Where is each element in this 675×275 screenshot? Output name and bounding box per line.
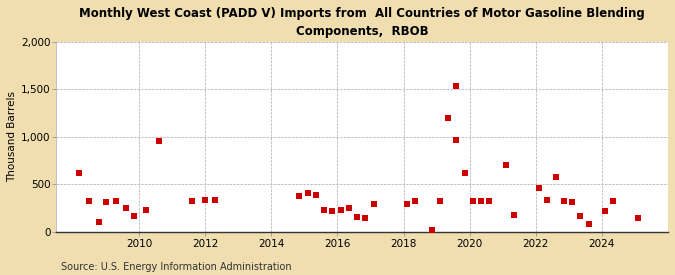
Point xyxy=(111,199,122,204)
Point xyxy=(74,171,85,175)
Point xyxy=(294,194,304,198)
Point xyxy=(200,198,211,202)
Point xyxy=(319,208,329,213)
Point xyxy=(451,83,462,88)
Point xyxy=(501,163,512,167)
Point xyxy=(153,139,164,143)
Point xyxy=(426,228,437,232)
Point xyxy=(101,200,111,205)
Point xyxy=(558,199,569,204)
Point xyxy=(210,198,221,202)
Point xyxy=(120,206,131,210)
Point xyxy=(302,191,313,195)
Point xyxy=(94,220,105,225)
Point xyxy=(84,198,95,203)
Point xyxy=(542,197,553,202)
Point xyxy=(476,198,487,203)
Point xyxy=(140,208,151,212)
Point xyxy=(468,199,479,203)
Y-axis label: Thousand Barrels: Thousand Barrels xyxy=(7,91,17,182)
Point xyxy=(633,216,644,220)
Point xyxy=(459,171,470,175)
Point xyxy=(567,200,578,205)
Title: Monthly West Coast (PADD V) Imports from  All Countries of Motor Gasoline Blendi: Monthly West Coast (PADD V) Imports from… xyxy=(79,7,645,38)
Point xyxy=(186,198,197,203)
Point xyxy=(410,198,421,203)
Point xyxy=(451,138,462,142)
Point xyxy=(583,222,594,226)
Point xyxy=(608,199,619,204)
Point xyxy=(344,205,354,210)
Point xyxy=(575,214,586,218)
Point xyxy=(550,175,561,180)
Point xyxy=(402,202,412,207)
Point xyxy=(443,116,454,120)
Point xyxy=(435,198,446,203)
Point xyxy=(327,209,338,214)
Point xyxy=(352,214,362,219)
Point xyxy=(310,192,321,197)
Point xyxy=(509,213,520,218)
Point xyxy=(600,209,611,213)
Point xyxy=(484,198,495,203)
Point xyxy=(534,186,545,190)
Point xyxy=(129,213,140,218)
Point xyxy=(369,202,379,206)
Point xyxy=(360,216,371,220)
Point xyxy=(335,207,346,212)
Text: Source: U.S. Energy Information Administration: Source: U.S. Energy Information Administ… xyxy=(61,262,292,272)
